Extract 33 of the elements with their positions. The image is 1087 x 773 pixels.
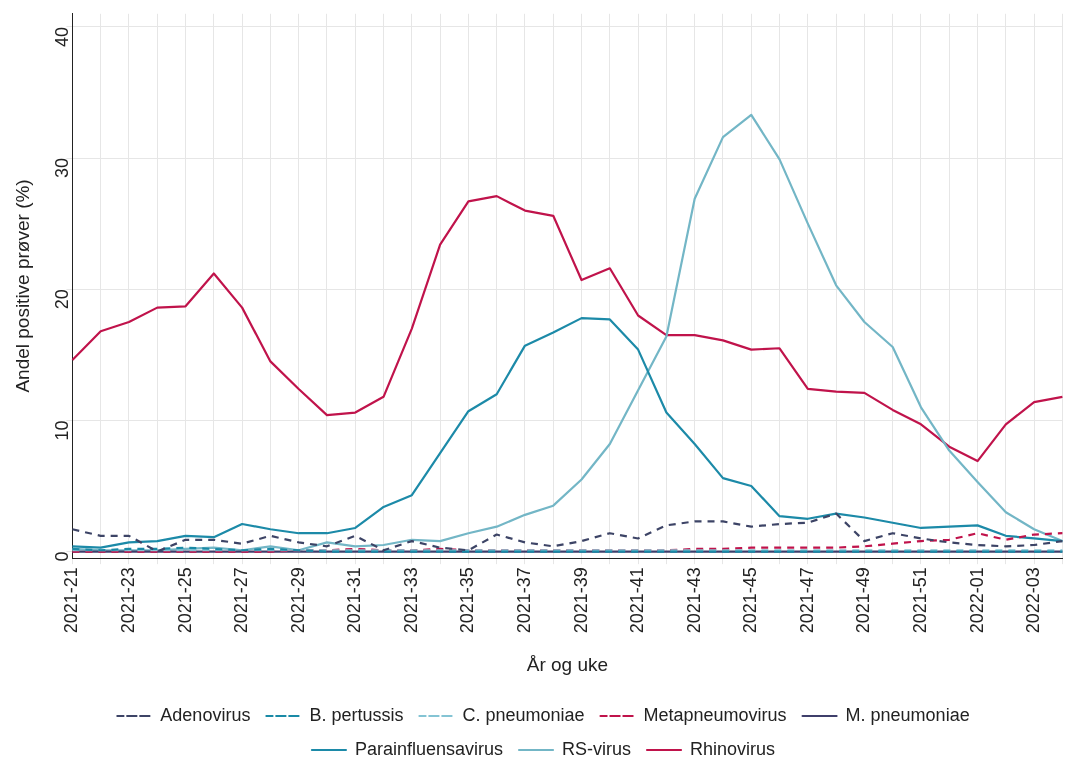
x-tick-label: 2021-39 xyxy=(570,567,591,634)
y-tick-label: 40 xyxy=(52,26,73,47)
x-tick-label: 2021-21 xyxy=(61,567,82,634)
legend-label: B. pertussis xyxy=(309,704,404,725)
x-tick-label: 2021-27 xyxy=(231,567,252,634)
x-tick-label: 2022-03 xyxy=(1023,567,1044,634)
x-axis-title: År og uke xyxy=(526,653,609,675)
x-tick-label: 2021-25 xyxy=(174,567,195,634)
x-tick-label: 2021-35 xyxy=(457,567,478,634)
x-tick-label: 2021-29 xyxy=(287,567,308,634)
x-tick-label: 2021-51 xyxy=(909,567,930,634)
legend-label: RS-virus xyxy=(562,738,632,759)
legend-label: Rhinovirus xyxy=(690,738,776,759)
x-tick-label: 2021-33 xyxy=(400,567,421,634)
x-tick-label: 2021-31 xyxy=(344,567,365,634)
legend-label: C. pneumoniae xyxy=(462,704,585,725)
x-tick-label: 2021-37 xyxy=(513,567,534,634)
x-tick-label: 2022-01 xyxy=(966,567,987,634)
y-axis-title: Andel positive prøver (%) xyxy=(11,179,33,393)
x-tick-label: 2021-23 xyxy=(117,567,138,634)
x-tick-label: 2021-43 xyxy=(683,567,704,634)
y-tick-label: 30 xyxy=(52,158,73,179)
y-tick-label: 20 xyxy=(52,289,73,310)
x-tick-label: 2021-41 xyxy=(627,567,648,634)
y-tick-label: 0 xyxy=(52,551,73,562)
x-tick-label: 2021-49 xyxy=(853,567,874,634)
legend-label: Parainfluensavirus xyxy=(354,738,504,759)
legend-label: Adenovirus xyxy=(160,704,251,725)
legend-label: Metapneumovirus xyxy=(643,704,787,725)
x-tick-label: 2021-45 xyxy=(740,567,761,634)
x-tick-label: 2021-47 xyxy=(796,567,817,634)
legend-label: M. pneumoniae xyxy=(845,704,970,725)
y-tick-label: 10 xyxy=(52,420,73,441)
